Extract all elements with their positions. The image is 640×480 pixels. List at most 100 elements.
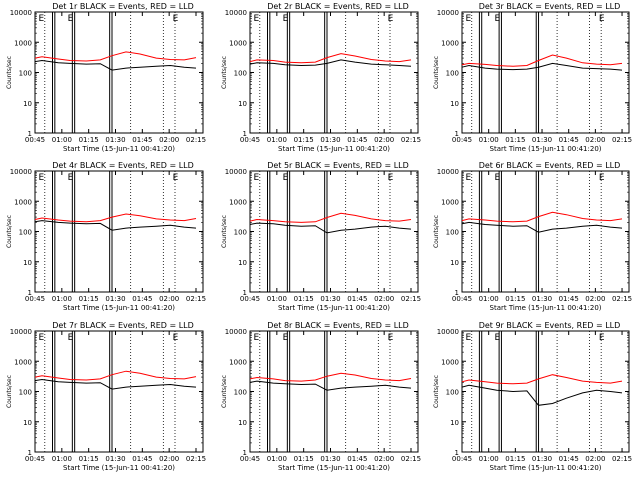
series-line-events [34, 220, 197, 231]
series-line-events [461, 384, 623, 406]
x-tick-label: 02:00 [159, 136, 179, 144]
flag-letter: E [173, 14, 179, 24]
x-tick-label: 01:00 [52, 455, 72, 463]
flag-letter: E [68, 333, 74, 343]
flag-letter: E [494, 173, 500, 183]
panel-title: Det 4r BLACK = Events, RED = LLD [52, 161, 194, 170]
y-axis-label: Counts/sec [6, 375, 13, 408]
panel-title: Det 7r BLACK = Events, RED = LLD [52, 321, 194, 330]
flag-letter: E [254, 333, 260, 343]
panel-title: Det 2r BLACK = Events, RED = LLD [267, 2, 409, 11]
flag-letter: E [599, 14, 605, 24]
flag-letter: E [283, 14, 289, 24]
x-tick-label: 01:30 [320, 136, 340, 144]
x-tick-label: 02:00 [585, 455, 605, 463]
x-tick-label: 00:45 [240, 136, 260, 144]
y-tick-label: 1 [28, 130, 32, 138]
panel-title: Det 5r BLACK = Events, RED = LLD [267, 161, 409, 170]
flag-letter: E [599, 173, 605, 183]
y-tick-label: 1 [28, 449, 32, 457]
x-tick-label: 00:45 [25, 455, 45, 463]
detector-panel-1: Det 1r BLACK = Events, RED = LLD 1 10 100 10… [6, 2, 206, 153]
plot-frame [461, 11, 630, 134]
y-tick-label: 1 [243, 449, 247, 457]
x-tick-label: 02:15 [401, 455, 421, 463]
series-line-lld [34, 51, 197, 62]
x-tick-label: 02:00 [585, 295, 605, 303]
plot-frame [249, 11, 419, 134]
series-line-events [461, 221, 623, 233]
x-tick-label: 00:45 [452, 136, 472, 144]
y-axis-label: Counts/sec [433, 215, 440, 248]
y-tick-label: 1000 [229, 198, 247, 206]
series-line-events [461, 62, 623, 71]
y-tick-label: 1 [28, 289, 32, 297]
x-tick-label: 01:00 [267, 295, 287, 303]
y-axis-label: Counts/sec [433, 56, 440, 89]
y-tick-label: 100 [446, 229, 459, 237]
x-tick-label: 01:45 [347, 295, 367, 303]
y-tick-label: 1 [455, 449, 459, 457]
y-tick-label: 10 [238, 419, 247, 427]
flag-letter: E [283, 173, 289, 183]
detector-panel-9: Det 9r BLACK = Events, RED = LLD 1 10 100 10… [433, 321, 632, 472]
series-line-lld [34, 213, 197, 223]
flag-letter: E [254, 14, 260, 24]
x-tick-label: 01:30 [320, 295, 340, 303]
panel-title: Det 3r BLACK = Events, RED = LLD [479, 2, 621, 11]
y-tick-label: 1000 [441, 198, 459, 206]
x-axis-label: Start Time (15-Jun-11 00:41:20) [490, 464, 602, 472]
y-tick-label: 1 [455, 289, 459, 297]
flag-letter: E [465, 173, 471, 183]
x-tick-label: 01:00 [479, 295, 499, 303]
x-tick-label: 01:45 [559, 295, 579, 303]
x-tick-label: 01:00 [52, 295, 72, 303]
x-tick-label: 01:15 [294, 136, 314, 144]
x-tick-label: 02:15 [401, 295, 421, 303]
flag-letter: E [254, 173, 260, 183]
x-tick-label: 00:45 [452, 455, 472, 463]
x-tick-label: 02:00 [374, 136, 394, 144]
y-tick-label: 100 [19, 229, 32, 237]
x-tick-label: 02:15 [612, 295, 632, 303]
panel-title: Det 1r BLACK = Events, RED = LLD [52, 2, 194, 11]
detector-panel-3: Det 3r BLACK = Events, RED = LLD 1 10 100 10… [433, 2, 632, 153]
plot-frame [249, 330, 419, 453]
y-tick-label: 10000 [10, 328, 32, 336]
series-line-lld [34, 370, 197, 381]
y-tick-label: 100 [234, 389, 247, 397]
y-tick-label: 10000 [225, 328, 247, 336]
panel-title: Det 8r BLACK = Events, RED = LLD [267, 321, 409, 330]
y-tick-label: 10 [23, 100, 32, 108]
plot-frame [34, 11, 204, 134]
y-tick-label: 100 [19, 389, 32, 397]
x-tick-label: 01:15 [505, 295, 525, 303]
x-tick-label: 01:45 [132, 295, 152, 303]
x-tick-label: 01:30 [532, 136, 552, 144]
flag-letter: E [39, 173, 45, 183]
x-axis-label: Start Time (15-Jun-11 00:41:20) [278, 145, 390, 153]
x-tick-label: 02:00 [585, 136, 605, 144]
series-line-events [249, 222, 412, 234]
y-tick-label: 1000 [14, 39, 32, 47]
x-tick-label: 01:00 [267, 455, 287, 463]
detector-panel-2: Det 2r BLACK = Events, RED = LLD 1 10 100 10… [221, 2, 421, 153]
y-tick-label: 10 [238, 100, 247, 108]
x-axis-label: Start Time (15-Jun-11 00:41:20) [278, 304, 390, 312]
x-tick-label: 01:30 [105, 455, 125, 463]
x-tick-label: 02:00 [159, 295, 179, 303]
x-tick-label: 02:00 [159, 455, 179, 463]
flag-letter: E [599, 333, 605, 343]
x-tick-label: 01:45 [132, 455, 152, 463]
series-line-lld [249, 212, 412, 223]
y-axis-label: Counts/sec [221, 375, 228, 408]
x-tick-label: 00:45 [240, 295, 260, 303]
y-axis-label: Counts/sec [433, 375, 440, 408]
y-axis-label: Counts/sec [221, 215, 228, 248]
y-tick-label: 10000 [437, 9, 459, 17]
x-tick-label: 02:00 [374, 295, 394, 303]
x-tick-label: 02:15 [186, 455, 206, 463]
flag-letter: E [465, 14, 471, 24]
y-tick-label: 1 [243, 130, 247, 138]
